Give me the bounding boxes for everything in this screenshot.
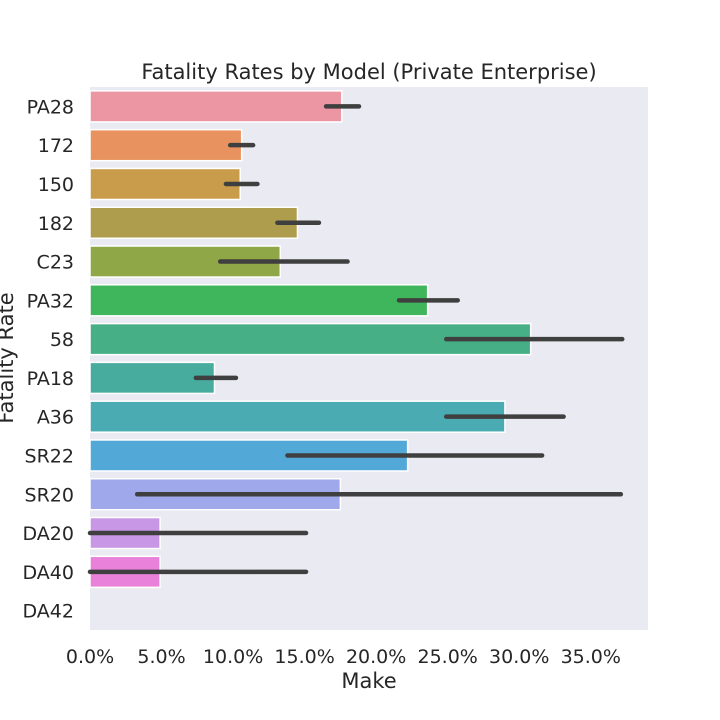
y-tick-label-DA20: DA20 (23, 523, 74, 545)
y-tick-label-DA42: DA42 (23, 601, 74, 623)
y-tick-label-SR22: SR22 (25, 445, 74, 467)
y-tick-label-SR20: SR20 (25, 484, 74, 506)
x-tick-label: 35.0% (561, 646, 621, 668)
x-tick-label: 0.0% (66, 646, 114, 668)
y-tick-label-DA40: DA40 (23, 562, 74, 584)
x-tick-label: 30.0% (489, 646, 549, 668)
error-bars-group (87, 104, 625, 575)
y-tick-label-PA18: PA18 (27, 368, 74, 390)
x-tick-label: 10.0% (203, 646, 263, 668)
bar-150 (89, 167, 241, 201)
y-tick-label-172: 172 (38, 135, 74, 157)
y-tick-label-150: 150 (38, 174, 74, 196)
chart-title: Fatality Rates by Model (Private Enterpr… (141, 60, 596, 84)
x-tick-label: 25.0% (418, 646, 478, 668)
x-tick-label: 5.0% (137, 646, 185, 668)
bar-PA32 (89, 284, 429, 317)
y-tick-label-C23: C23 (37, 252, 74, 274)
bar-PA28 (89, 90, 343, 123)
x-axis-label: Make (341, 669, 396, 693)
y-tick-label-58: 58 (50, 329, 74, 351)
x-tick-label: 20.0% (346, 646, 406, 668)
bar-182 (89, 206, 299, 240)
y-tick-label-PA28: PA28 (27, 96, 74, 118)
y-tick-label-A36: A36 (37, 407, 74, 429)
x-tick-labels: 0.0% 5.0% 10.0% 15.0% 20.0% 25.0% 30.0% 35.0% (66, 646, 621, 668)
bar-A36 (89, 400, 506, 433)
bar-172 (89, 128, 243, 162)
y-tick-labels: PA28 172 150 182 C23 PA32 58 PA18 A36 SR22 SR20 DA2… (23, 96, 74, 622)
y-axis-label: Fatality Rate (0, 292, 18, 423)
x-tick-label: 15.0% (274, 646, 334, 668)
y-tick-label-182: 182 (38, 213, 74, 235)
y-tick-label-PA32: PA32 (27, 290, 74, 312)
